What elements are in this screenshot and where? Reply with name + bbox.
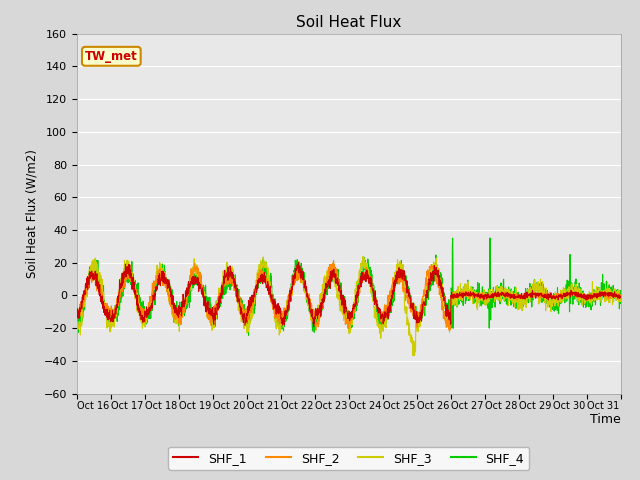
Y-axis label: Soil Heat Flux (W/m2): Soil Heat Flux (W/m2) bbox=[25, 149, 38, 278]
Text: TW_met: TW_met bbox=[85, 50, 138, 63]
Title: Soil Heat Flux: Soil Heat Flux bbox=[296, 15, 401, 30]
X-axis label: Time: Time bbox=[590, 413, 621, 426]
Legend: SHF_1, SHF_2, SHF_3, SHF_4: SHF_1, SHF_2, SHF_3, SHF_4 bbox=[168, 447, 529, 469]
